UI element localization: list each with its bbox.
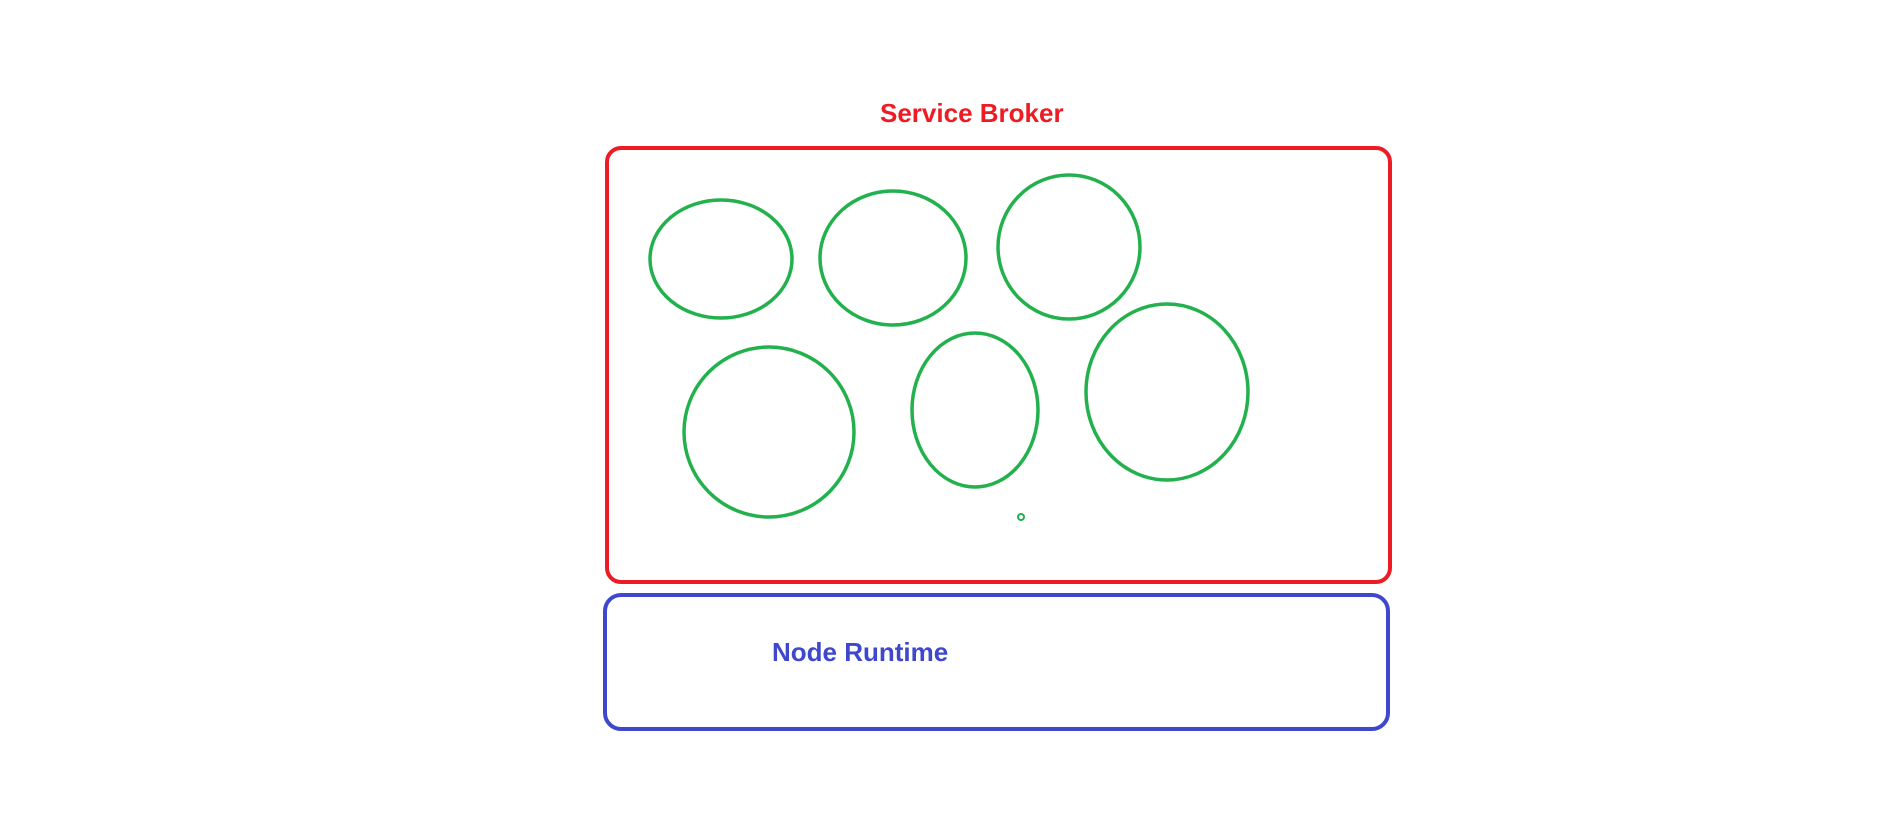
service-node: [682, 345, 856, 519]
node-runtime-box: [603, 593, 1390, 731]
service-node: [648, 198, 794, 320]
service-node: [1084, 302, 1250, 482]
service-node: [996, 173, 1142, 321]
service-node: [818, 189, 968, 327]
service-node: [910, 331, 1040, 489]
service-node-small: [1017, 513, 1025, 521]
service-broker-box: [605, 146, 1392, 584]
service-broker-title: Service Broker: [880, 98, 1064, 128]
node-runtime-title: Node Runtime: [772, 637, 949, 667]
